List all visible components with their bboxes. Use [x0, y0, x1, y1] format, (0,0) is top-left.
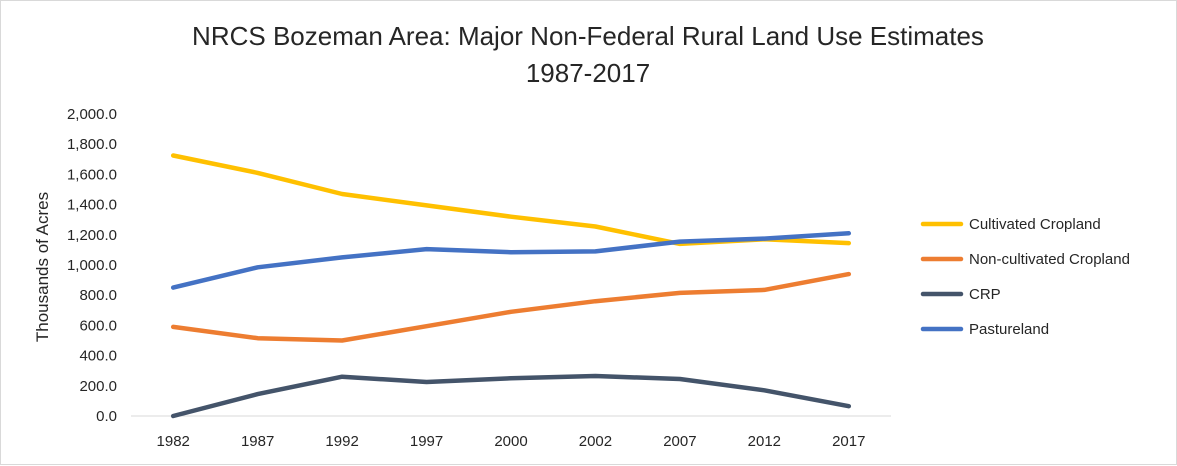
x-tick-label: 2000 [494, 433, 527, 450]
y-tick-label: 200.0 [79, 378, 117, 395]
x-tick-label: 1992 [325, 433, 358, 450]
chart-subtitle: 1987-2017 [526, 58, 650, 88]
y-tick-label: 1,400.0 [67, 197, 117, 214]
x-tick-label: 2017 [832, 433, 865, 450]
legend-label: Non-cultivated Cropland [969, 251, 1130, 268]
y-tick-label: 1,000.0 [67, 257, 117, 274]
legend-label: Pastureland [969, 321, 1049, 338]
legend: Cultivated Cropland Non-cultivated Cropla… [920, 216, 1130, 338]
y-tick-label: 1,200.0 [67, 227, 117, 244]
y-tick-label: 600.0 [79, 317, 117, 334]
legend-label: CRP [969, 286, 1001, 303]
series-line-cultivated-cropland [170, 153, 852, 247]
series-line-pastureland [170, 231, 852, 290]
y-tick-label: 400.0 [79, 348, 117, 365]
legend-label: Cultivated Cropland [969, 216, 1101, 233]
series-line-non-cultivated-cropland [170, 271, 852, 343]
y-tick-label: 1,600.0 [67, 166, 117, 183]
x-tick-label: 1997 [410, 433, 443, 450]
x-tick-label: 1987 [241, 433, 274, 450]
y-tick-label: 800.0 [79, 287, 117, 304]
x-tick-label: 2007 [663, 433, 696, 450]
y-axis: 0.0 200.0 400.0 600.0 800.0 1,000.0 1,200.0 1,4… [67, 106, 117, 425]
chart-title: NRCS Bozeman Area: Major Non-Federal Rur… [192, 21, 984, 51]
series-lines [170, 153, 852, 419]
y-tick-label: 2,000.0 [67, 106, 117, 123]
x-tick-label: 1982 [157, 433, 190, 450]
x-tick-label: 2012 [748, 433, 781, 450]
y-tick-label: 0.0 [96, 408, 117, 425]
y-tick-label: 1,800.0 [67, 136, 117, 153]
series-line-crp [170, 373, 852, 419]
x-axis: 1982 1987 1992 1997 2000 2002 2007 2012 2017 [157, 433, 866, 450]
x-tick-label: 2002 [579, 433, 612, 450]
y-axis-title: Thousands of Acres [33, 192, 52, 342]
